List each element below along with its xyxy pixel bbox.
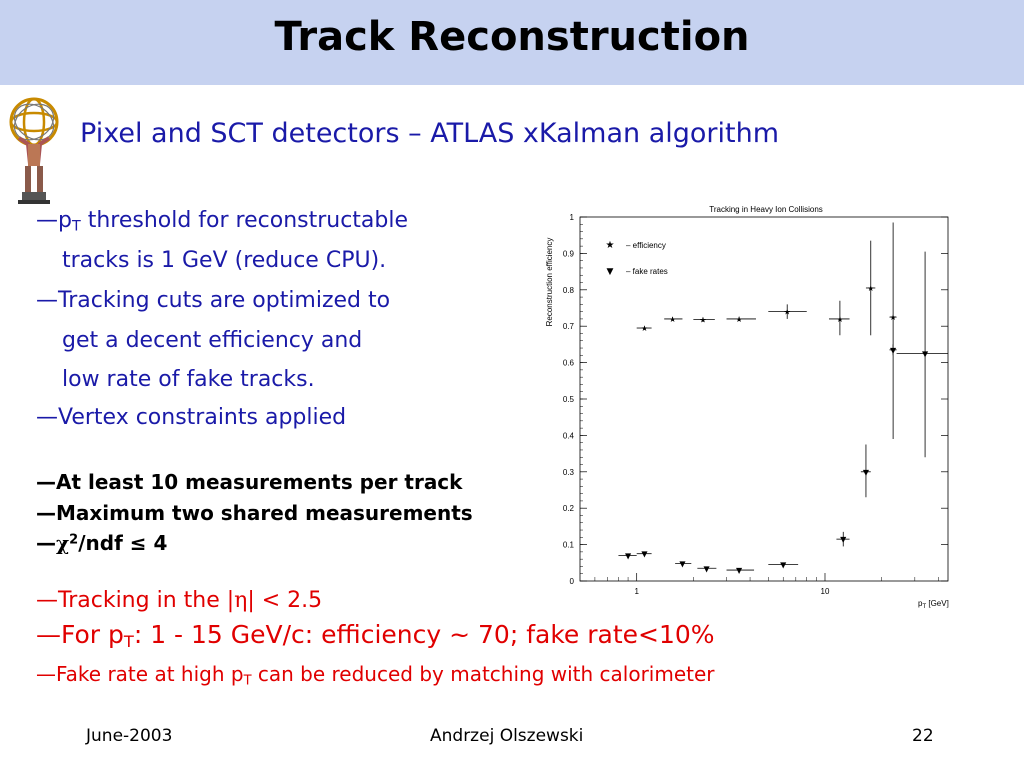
y-tick-label: 1	[570, 213, 575, 222]
x-tick-label: 1	[634, 587, 639, 596]
bullet-measurements: —At least 10 measurements per track	[36, 470, 463, 494]
y-tick-label: 0.1	[563, 541, 575, 550]
bullet-continuation: get a decent efficiency and	[62, 328, 363, 353]
legend-label-efficiency: – efficiency	[626, 241, 666, 250]
fake-rate-point: ▼	[863, 468, 870, 477]
efficiency-point: ★	[736, 315, 743, 324]
y-tick-label: 0.3	[563, 468, 575, 477]
bullet-chi2-ndf: —χ2/ndf ≤ 4	[36, 531, 168, 555]
bullet-dash: —	[36, 470, 56, 494]
efficiency-point: ★	[890, 313, 897, 322]
footer-author: Andrzej Olszewski	[430, 726, 584, 746]
y-tick-label: 0	[570, 577, 575, 586]
bullet-eta-range: —Tracking in the |η| < 2.5	[36, 588, 323, 613]
bullet-dash: —	[36, 208, 58, 233]
y-tick-label: 0.7	[563, 322, 575, 331]
bullet-dash: —	[36, 662, 56, 686]
bullet-pt-threshold: —pT threshold for reconstructable	[36, 208, 409, 235]
title-bar	[0, 0, 1024, 85]
efficiency-point: ★	[669, 315, 676, 324]
y-tick-label: 0.9	[563, 249, 575, 258]
efficiency-chart: Tracking in Heavy Ion Collisions Reconst…	[545, 205, 949, 610]
bullet-dash: —	[36, 531, 56, 555]
efficiency-point: ★	[641, 324, 648, 333]
bullet-dash: —	[36, 588, 58, 613]
efficiency-point: ★	[784, 308, 791, 317]
footer-page-number: 22	[912, 726, 934, 746]
y-tick-label: 0.8	[563, 286, 575, 295]
y-tick-label: 0.5	[563, 395, 575, 404]
fake-rate-point: ▼	[736, 566, 743, 575]
y-tick-label: 0.4	[563, 431, 575, 440]
bullet-shared-measurements: —Maximum two shared measurements	[36, 501, 473, 525]
fake-rate-point: ▼	[625, 552, 632, 561]
bullet-dash: —	[36, 620, 61, 649]
chart-y-axis-label: Reconstruction efficiency	[545, 238, 554, 327]
fake-rate-point: ▼	[890, 346, 897, 355]
chart-title: Tracking in Heavy Ion Collisions	[709, 205, 823, 214]
efficiency-point: ★	[867, 284, 874, 293]
bullet-tracking-cuts: —Tracking cuts are optimized to	[36, 288, 391, 313]
fake-rate-point: ▼	[840, 535, 847, 544]
legend-label-fake-rates: – fake rates	[626, 267, 668, 276]
fake-rate-point: ▼	[922, 350, 929, 359]
efficiency-point: ★	[836, 315, 843, 324]
bullet-fake-rate-reduction: —Fake rate at high pT can be reduced by …	[36, 662, 715, 689]
legend-marker-star: ★	[606, 240, 615, 251]
chart-x-axis-label: pT [GeV]	[918, 599, 949, 610]
fake-rate-point: ▼	[641, 550, 648, 559]
efficiency-point: ★	[699, 316, 706, 325]
atlas-figure-logo-icon	[9, 97, 59, 204]
legend-marker-triangle: ▼	[607, 267, 614, 277]
footer-date: June-2003	[86, 726, 173, 746]
bullet-dash: —	[36, 405, 58, 430]
x-tick-label: 10	[821, 587, 830, 596]
slide-title: Track Reconstruction	[274, 14, 750, 60]
bullet-vertex-constraints: —Vertex constraints applied	[36, 405, 347, 430]
y-tick-label: 0.2	[563, 504, 575, 513]
y-tick-label: 0.6	[563, 359, 575, 368]
bullet-continuation: tracks is 1 GeV (reduce CPU).	[62, 248, 387, 273]
bullet-efficiency-summary: —For pT: 1 - 15 GeV/c: efficiency ~ 70; …	[36, 620, 715, 652]
bullet-continuation: low rate of fake tracks.	[62, 367, 315, 392]
slide-subtitle: Pixel and SCT detectors – ATLAS xKalman …	[80, 118, 780, 149]
bullet-dash: —	[36, 288, 58, 313]
fake-rate-point: ▼	[679, 560, 686, 569]
bullet-dash: —	[36, 501, 56, 525]
fake-rate-point: ▼	[703, 564, 710, 573]
chart-legend: ★ – efficiency ▼ – fake rates	[606, 240, 668, 277]
fake-rate-point: ▼	[780, 561, 787, 570]
